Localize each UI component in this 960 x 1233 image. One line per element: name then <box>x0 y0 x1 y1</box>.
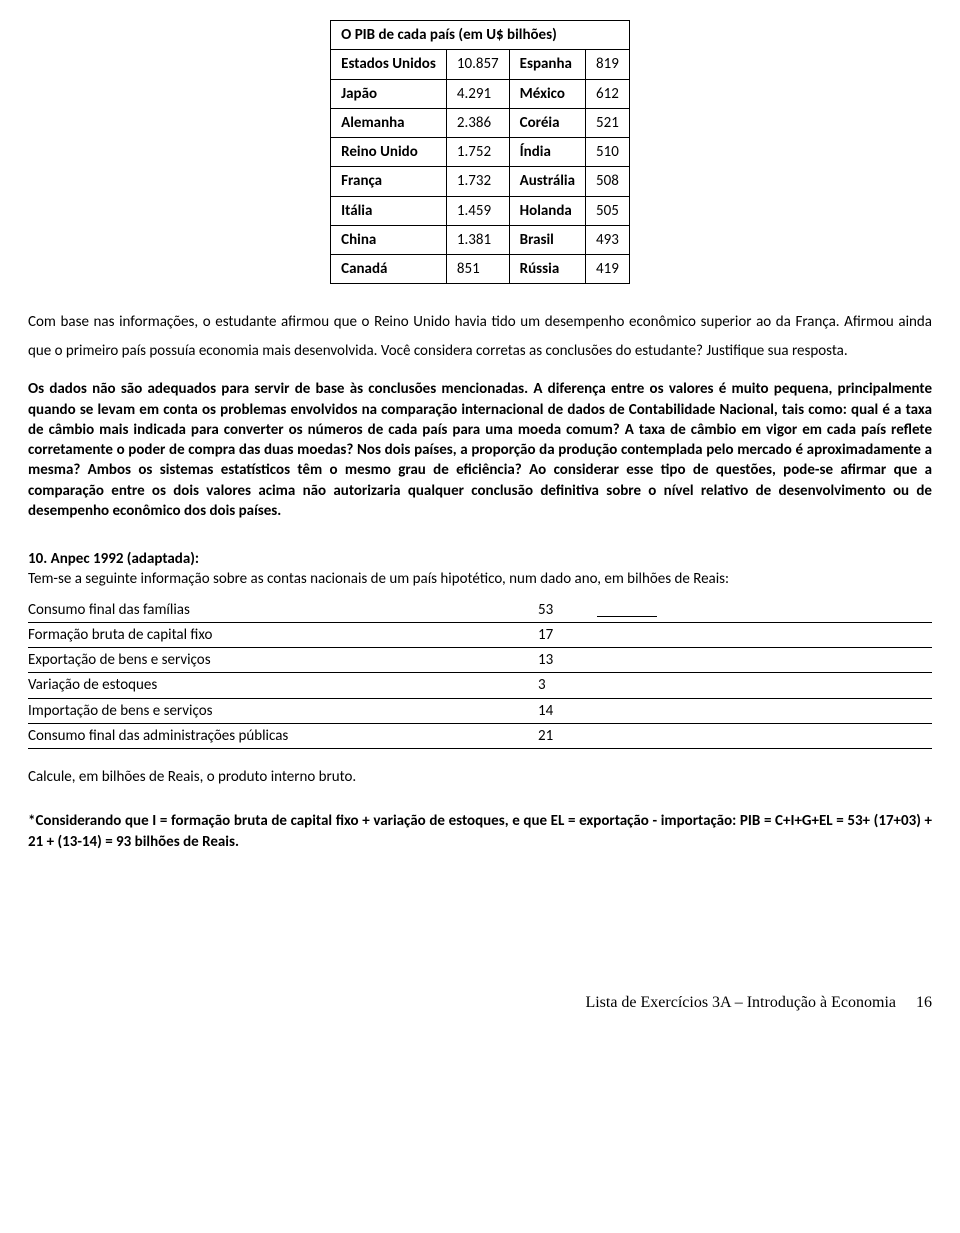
pib-country-left: França <box>331 167 447 196</box>
accounts-table: Consumo final das famílias53Formação bru… <box>28 598 932 750</box>
pib-country-left: China <box>331 225 447 254</box>
account-label: Importação de bens e serviços <box>28 701 538 721</box>
page-footer: Lista de Exercícios 3A – Introdução à Ec… <box>28 992 932 1014</box>
pib-country-left: Canadá <box>331 255 447 284</box>
pib-value-right: 612 <box>586 79 630 108</box>
pib-row: Itália1.459Holanda505 <box>331 196 630 225</box>
pib-row: Canadá851Rússia419 <box>331 255 630 284</box>
account-row: Formação bruta de capital fixo17 <box>28 623 932 648</box>
account-label: Consumo final das famílias <box>28 600 538 620</box>
account-label: Formação bruta de capital fixo <box>28 625 538 645</box>
pib-country-right: Índia <box>509 138 585 167</box>
account-value: 21 <box>538 726 598 746</box>
q10-title: 10. Anpec 1992 (adaptada): <box>28 550 199 568</box>
account-value: 14 <box>538 701 598 721</box>
account-row: Consumo final das famílias53 <box>28 598 932 623</box>
pib-row: Estados Unidos10.857Espanha819 <box>331 50 630 79</box>
pib-value-right: 521 <box>586 108 630 137</box>
account-value: 53 <box>538 600 598 620</box>
pib-table: O PIB de cada país (em U$ bilhões) Estad… <box>330 20 630 284</box>
pib-value-right: 510 <box>586 138 630 167</box>
account-row: Importação de bens e serviços14 <box>28 699 932 724</box>
account-value: 3 <box>538 675 598 695</box>
pib-value-left: 851 <box>446 255 509 284</box>
question-paragraph: Com base nas informações, o estudante af… <box>28 308 932 365</box>
pib-country-right: Rússia <box>509 255 585 284</box>
pib-country-left: Itália <box>331 196 447 225</box>
pib-country-right: México <box>509 79 585 108</box>
pib-country-right: Brasil <box>509 225 585 254</box>
pib-value-left: 1.459 <box>446 196 509 225</box>
q10-ask: Calcule, em bilhões de Reais, o produto … <box>28 767 932 787</box>
footer-text: Lista de Exercícios 3A – Introdução à Ec… <box>585 994 896 1011</box>
pib-country-right: Austrália <box>509 167 585 196</box>
q10-answer: *Considerando que I = formação bruta de … <box>28 811 932 852</box>
account-row: Exportação de bens e serviços13 <box>28 648 932 673</box>
pib-row: França1.732Austrália508 <box>331 167 630 196</box>
page-number: 16 <box>916 992 932 1014</box>
pib-value-right: 493 <box>586 225 630 254</box>
account-blank-line <box>597 600 657 618</box>
account-row: Consumo final das administrações pública… <box>28 724 932 749</box>
pib-row: Reino Unido1.752Índia510 <box>331 138 630 167</box>
answer-paragraph: Os dados não são adequados para servir d… <box>28 379 932 521</box>
pib-value-right: 508 <box>586 167 630 196</box>
pib-country-left: Reino Unido <box>331 138 447 167</box>
pib-value-right: 819 <box>586 50 630 79</box>
pib-value-left: 4.291 <box>446 79 509 108</box>
account-label: Variação de estoques <box>28 675 538 695</box>
account-value: 13 <box>538 650 598 670</box>
pib-value-left: 2.386 <box>446 108 509 137</box>
account-row: Variação de estoques 3 <box>28 673 932 698</box>
pib-value-left: 1.752 <box>446 138 509 167</box>
account-label: Consumo final das administrações pública… <box>28 726 538 746</box>
pib-country-left: Estados Unidos <box>331 50 447 79</box>
pib-country-right: Holanda <box>509 196 585 225</box>
pib-value-right: 419 <box>586 255 630 284</box>
pib-value-right: 505 <box>586 196 630 225</box>
pib-row: Japão4.291México612 <box>331 79 630 108</box>
pib-country-left: Alemanha <box>331 108 447 137</box>
account-value: 17 <box>538 625 598 645</box>
pib-value-left: 1.732 <box>446 167 509 196</box>
pib-row: China1.381Brasil493 <box>331 225 630 254</box>
q10-intro: Tem-se a seguinte informação sobre as co… <box>28 570 729 588</box>
pib-value-left: 1.381 <box>446 225 509 254</box>
pib-country-right: Coréia <box>509 108 585 137</box>
pib-value-left: 10.857 <box>446 50 509 79</box>
pib-row: Alemanha2.386Coréia521 <box>331 108 630 137</box>
account-label: Exportação de bens e serviços <box>28 650 538 670</box>
pib-table-title: O PIB de cada país (em U$ bilhões) <box>331 21 630 50</box>
pib-country-left: Japão <box>331 79 447 108</box>
q10-heading: 10. Anpec 1992 (adaptada): Tem-se a segu… <box>28 549 932 590</box>
pib-country-right: Espanha <box>509 50 585 79</box>
